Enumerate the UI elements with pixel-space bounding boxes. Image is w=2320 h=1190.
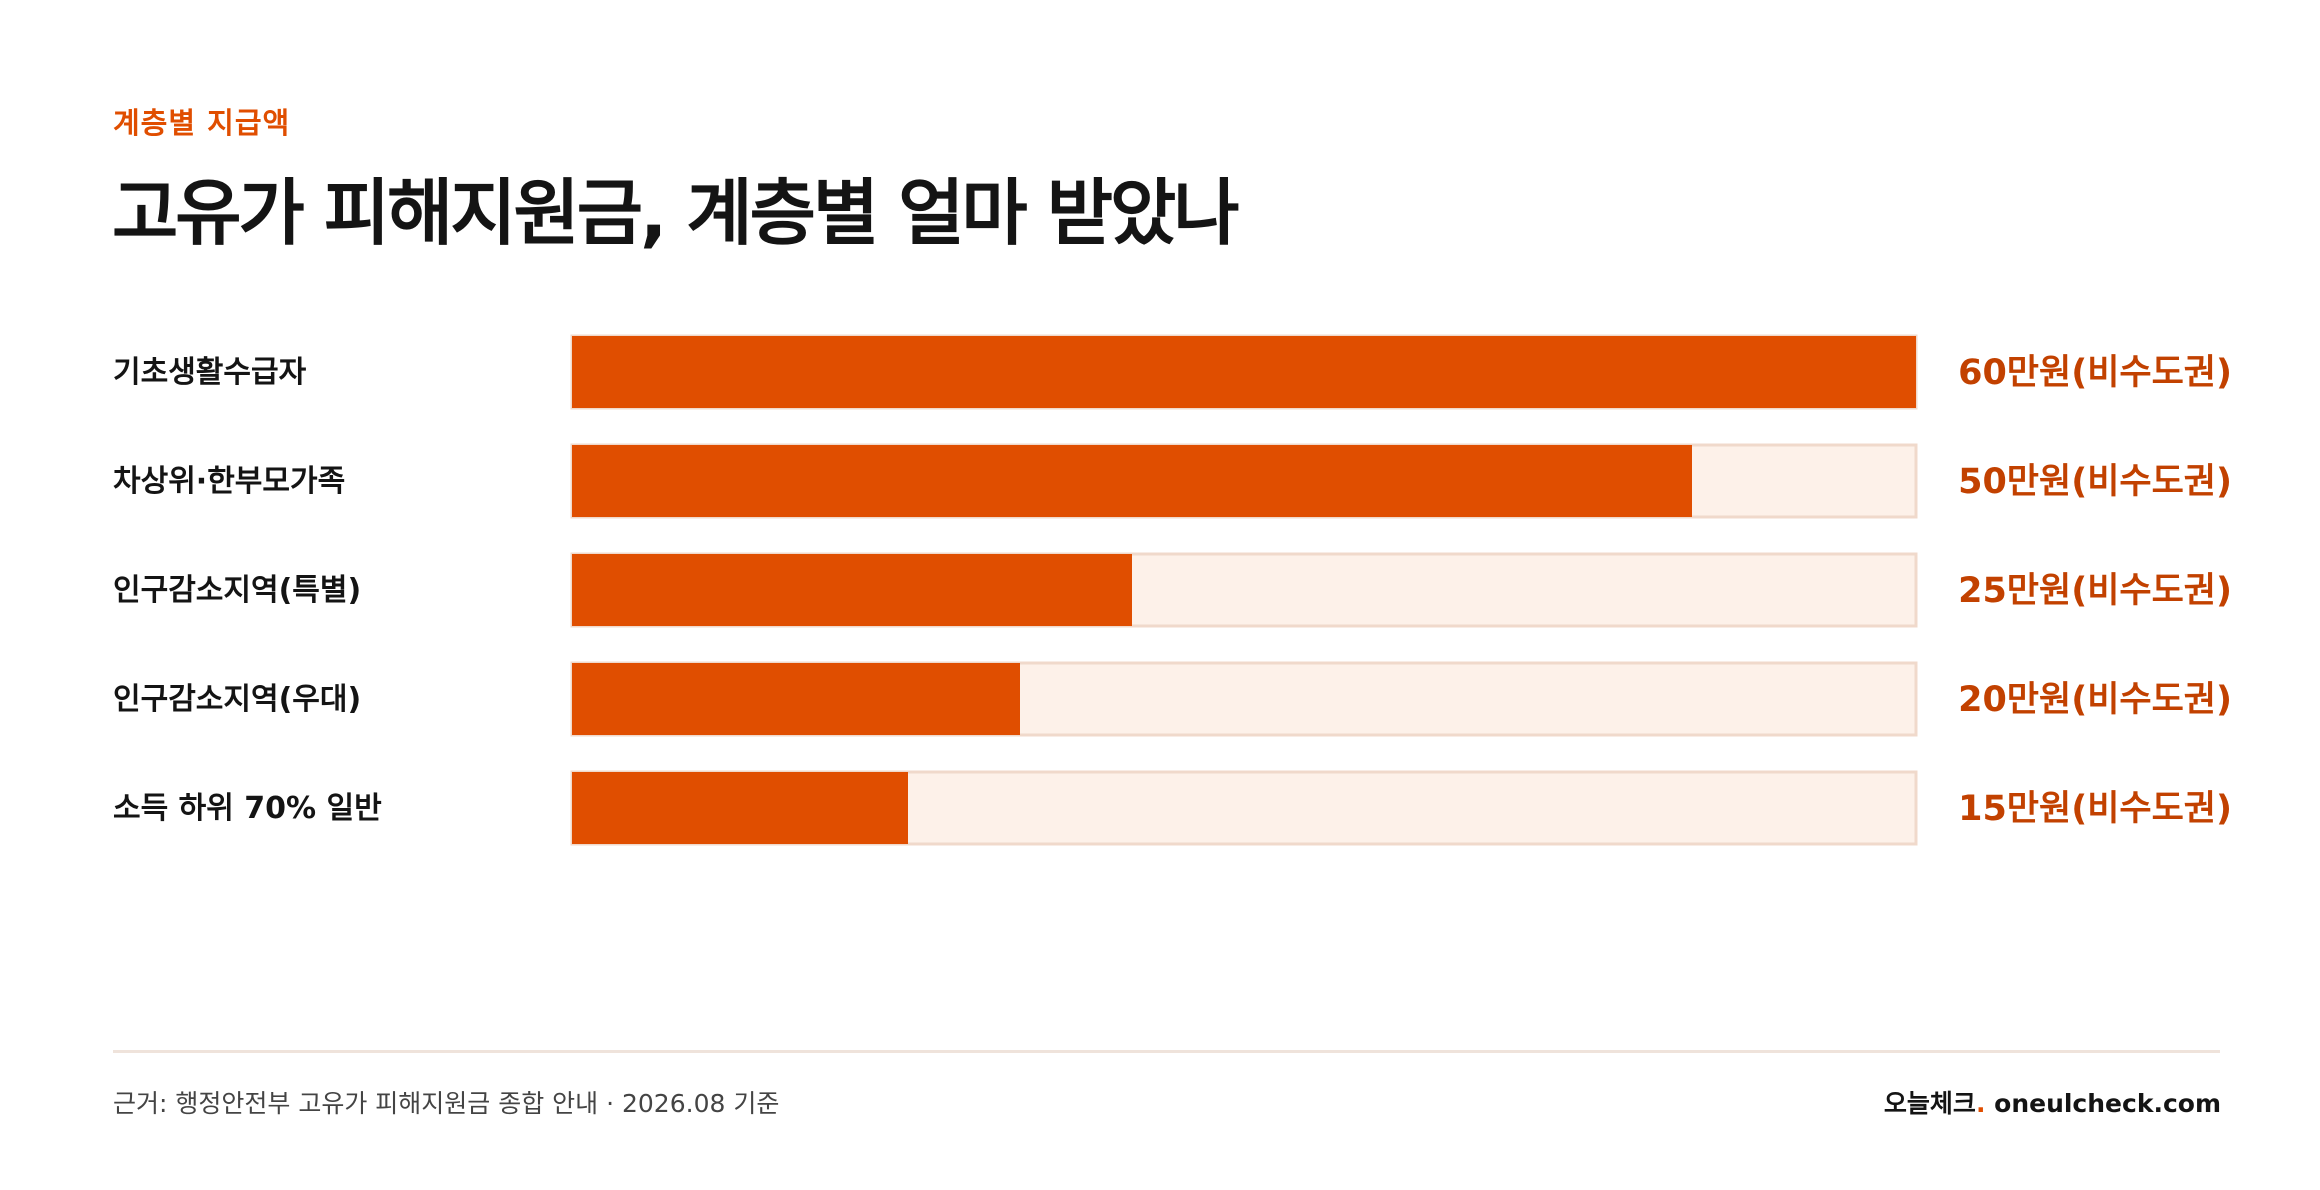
- eyebrow-label: 계층별 지급액: [113, 106, 291, 140]
- category-label: 인구감소지역(우대): [113, 682, 361, 717]
- brand-name: 오늘체크: [1883, 1089, 1976, 1118]
- bar: [572, 772, 908, 844]
- footer-divider: [113, 1050, 2220, 1053]
- value-label: 50만원(비수도권): [1958, 462, 2232, 502]
- category-label: 소득 하위 70% 일반: [113, 791, 382, 826]
- value-label: 60만원(비수도권): [1958, 353, 2232, 393]
- value-label: 15만원(비수도권): [1958, 789, 2232, 829]
- brand-logo[interactable]: 오늘체크. oneulcheck.com: [1884, 1084, 2221, 1120]
- bar: [572, 336, 1916, 408]
- brand-dot: .: [1975, 1089, 1986, 1118]
- value-label: 20만원(비수도권): [1958, 680, 2232, 720]
- page-title: 고유가 피해지원금, 계층별 얼마 받았나: [112, 171, 1239, 255]
- value-label: 25만원(비수도권): [1958, 571, 2232, 611]
- source-note: 근거: 행정안전부 고유가 피해지원금 종합 안내 · 2026.08 기준: [113, 1089, 780, 1118]
- bar: [572, 663, 1020, 735]
- category-label: 차상위·한부모가족: [113, 464, 345, 499]
- bar: [572, 554, 1132, 626]
- brand-domain: oneulcheck.com: [1985, 1089, 2221, 1118]
- bar: [572, 445, 1692, 517]
- category-label: 인구감소지역(특별): [113, 573, 361, 608]
- category-label: 기초생활수급자: [113, 355, 307, 390]
- bar-chart: 기초생활수급자 60만원(비수도권) 차상위·한부모가족 50만원(비수도권) 인구감소…: [113, 334, 2232, 846]
